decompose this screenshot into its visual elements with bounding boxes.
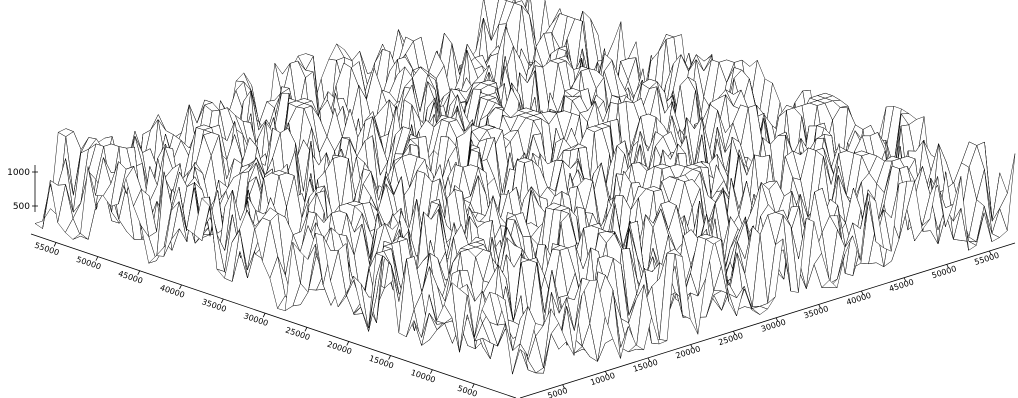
x-tick [733, 331, 736, 336]
z-tick-label: 500 [13, 202, 30, 212]
y-tick [430, 369, 433, 374]
x-tick-label: 25000 [717, 331, 744, 347]
y-axis-line [30, 233, 517, 398]
x-tick-label: 30000 [760, 318, 787, 334]
x-tick-label: 35000 [803, 304, 830, 320]
y-tick-label: 35000 [201, 297, 228, 314]
x-tick [647, 357, 651, 363]
y-tick-label: 30000 [242, 311, 269, 328]
y-tick [304, 327, 308, 332]
x-tick-label: 45000 [888, 277, 915, 293]
y-tick-label: 15000 [368, 354, 395, 371]
y-tick-label: 10000 [410, 368, 437, 385]
wireframe-surface [34, 0, 1016, 375]
z-tick-label: 1000 [7, 168, 30, 178]
x-tick-label: 40000 [845, 291, 872, 307]
x-tick-label: 15000 [632, 358, 659, 374]
x-tick [604, 371, 608, 376]
x-tick [690, 344, 694, 349]
y-tick [137, 270, 141, 275]
x-tick-label: 20000 [675, 344, 702, 360]
y-tick [262, 312, 266, 318]
y-tick [53, 242, 57, 247]
y-tick [179, 284, 182, 290]
x-tick-label: 10000 [589, 371, 616, 387]
x-tick [818, 304, 822, 309]
y-tick-label: 5000 [456, 384, 478, 398]
y-tick-label: 45000 [117, 269, 144, 286]
y-tick-label: 25000 [284, 326, 311, 343]
x-axis-line [519, 242, 1016, 398]
x-tick-label: 50000 [931, 264, 958, 280]
y-tick-label: 20000 [326, 340, 353, 357]
x-tick [861, 290, 864, 296]
surface-cell [512, 343, 528, 375]
y-tick [220, 298, 224, 304]
x-tick [946, 264, 950, 269]
x-tick [775, 317, 779, 323]
y-tick [346, 341, 350, 346]
y-tick [471, 383, 475, 389]
x-tick-label: 55000 [973, 251, 1000, 267]
x-tick [989, 250, 992, 256]
y-tick [95, 256, 99, 261]
x-tick-label: 5000 [547, 386, 569, 398]
y-tick-label: 55000 [33, 241, 60, 258]
y-tick-label: 40000 [159, 283, 186, 300]
x-tick [562, 384, 566, 389]
x-tick [903, 277, 907, 282]
y-tick [388, 355, 391, 360]
y-tick-label: 50000 [75, 255, 102, 272]
